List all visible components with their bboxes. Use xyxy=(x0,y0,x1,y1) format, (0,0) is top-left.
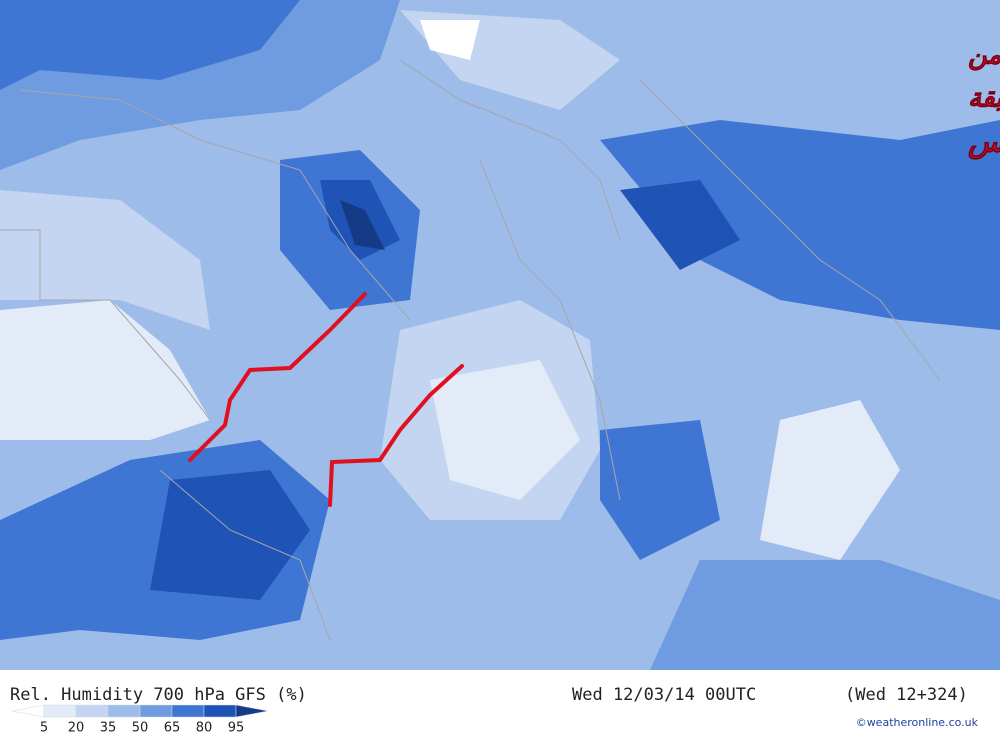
legend-label: 20 xyxy=(68,721,85,733)
legend-label: 95 xyxy=(228,721,245,733)
legend-swatch xyxy=(203,704,237,718)
borders xyxy=(0,59,941,641)
annotation-line: لبوابة الافريقية على طبقة xyxy=(968,84,1000,114)
legend-label: 35 xyxy=(100,721,117,733)
legend-swatch xyxy=(139,704,173,718)
legend-swatch xyxy=(11,704,45,718)
legend-swatch xyxy=(171,704,205,718)
annotation-strokes xyxy=(188,292,464,507)
footer-run: (Wed 12+324) xyxy=(845,685,968,705)
annotation-line: =دعم رطوبي ممتاز من xyxy=(968,41,1000,71)
footer-title: Rel. Humidity 700 hPa GFS (%) xyxy=(10,685,307,705)
annotation-line: 700م 12مارس xyxy=(967,125,1000,160)
legend-swatch xyxy=(107,704,141,718)
credit: ©weatheronline.co.uk xyxy=(856,716,979,729)
legend-swatch xyxy=(75,704,109,718)
humidity-fields xyxy=(0,0,1000,670)
legend-label: 50 xyxy=(132,721,149,733)
legend-label: 5 xyxy=(40,721,48,733)
legend-label: 80 xyxy=(196,721,213,733)
legend-swatch xyxy=(43,704,77,718)
legend: 5 20 35 50 65 80 95 xyxy=(11,704,269,733)
legend-label: 65 xyxy=(164,721,181,733)
footer-date: Wed 12/03/14 00UTC xyxy=(572,685,756,705)
legend-swatch xyxy=(235,704,269,718)
